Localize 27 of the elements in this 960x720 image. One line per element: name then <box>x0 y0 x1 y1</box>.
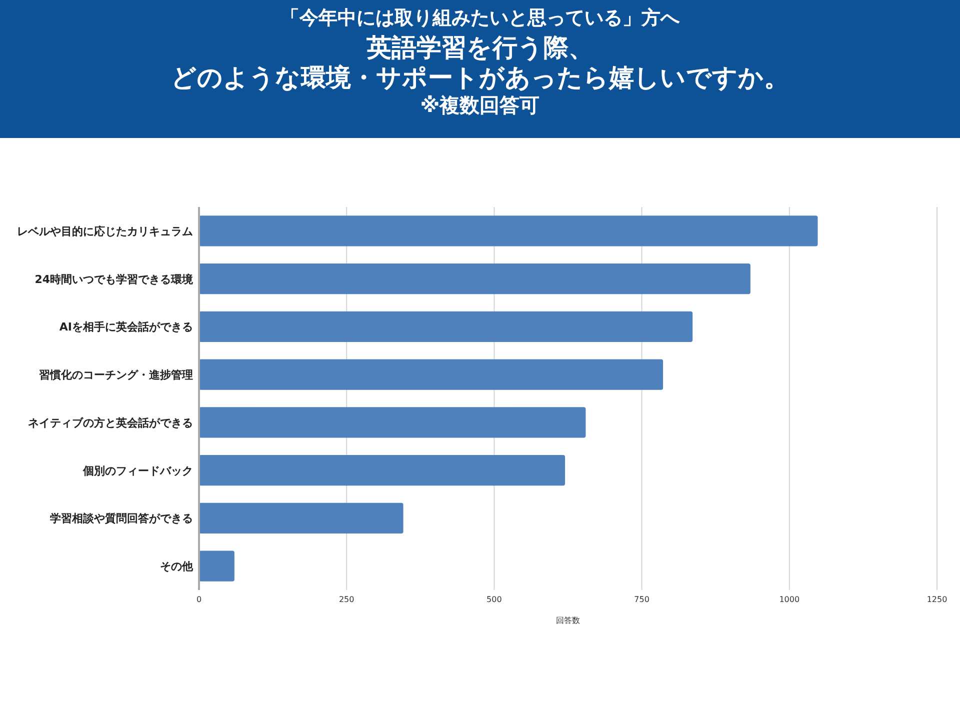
y-tick-label: AIを相手に英会話ができる <box>59 320 193 334</box>
y-tick-label: レベルや目的に応じたカリキュラム <box>17 224 193 238</box>
y-tick-label: 習慣化のコーチング・進捗管理 <box>39 368 193 382</box>
x-tick-label: 1000 <box>779 595 800 604</box>
x-axis-title: 回答数 <box>556 616 580 625</box>
text: ※複数回答可 <box>420 93 540 117</box>
x-tick-label: 500 <box>486 595 502 604</box>
bar <box>199 454 566 486</box>
x-tick-label: 750 <box>634 595 650 604</box>
text: どのような環境・サポートがあったら嬉しいですか。 <box>171 63 789 92</box>
bar <box>199 311 693 342</box>
bar <box>199 216 818 246</box>
bar <box>199 407 586 438</box>
y-tick-label: 学習相談や質問回答ができる <box>50 512 193 526</box>
bar <box>199 359 664 390</box>
bar <box>199 263 750 294</box>
x-tick-label: 250 <box>338 595 354 604</box>
y-tick-label: ネイティブの方と英会話ができる <box>28 416 193 430</box>
bar <box>199 502 404 534</box>
y-tick-label: 個別のフィードバック <box>82 464 193 478</box>
y-tick-label: その他 <box>160 560 194 574</box>
x-tick-label: 1250 <box>926 595 948 604</box>
y-tick-label: 24時間いつでも学習できる環境 <box>34 272 194 286</box>
chart-subtitle: 「今年中には取り組みたいと思っている」方へ <box>280 7 680 29</box>
bar <box>199 550 234 582</box>
x-tick-label: 0 <box>196 595 202 604</box>
chart-title: 英語学習を行う際、 <box>366 33 594 62</box>
